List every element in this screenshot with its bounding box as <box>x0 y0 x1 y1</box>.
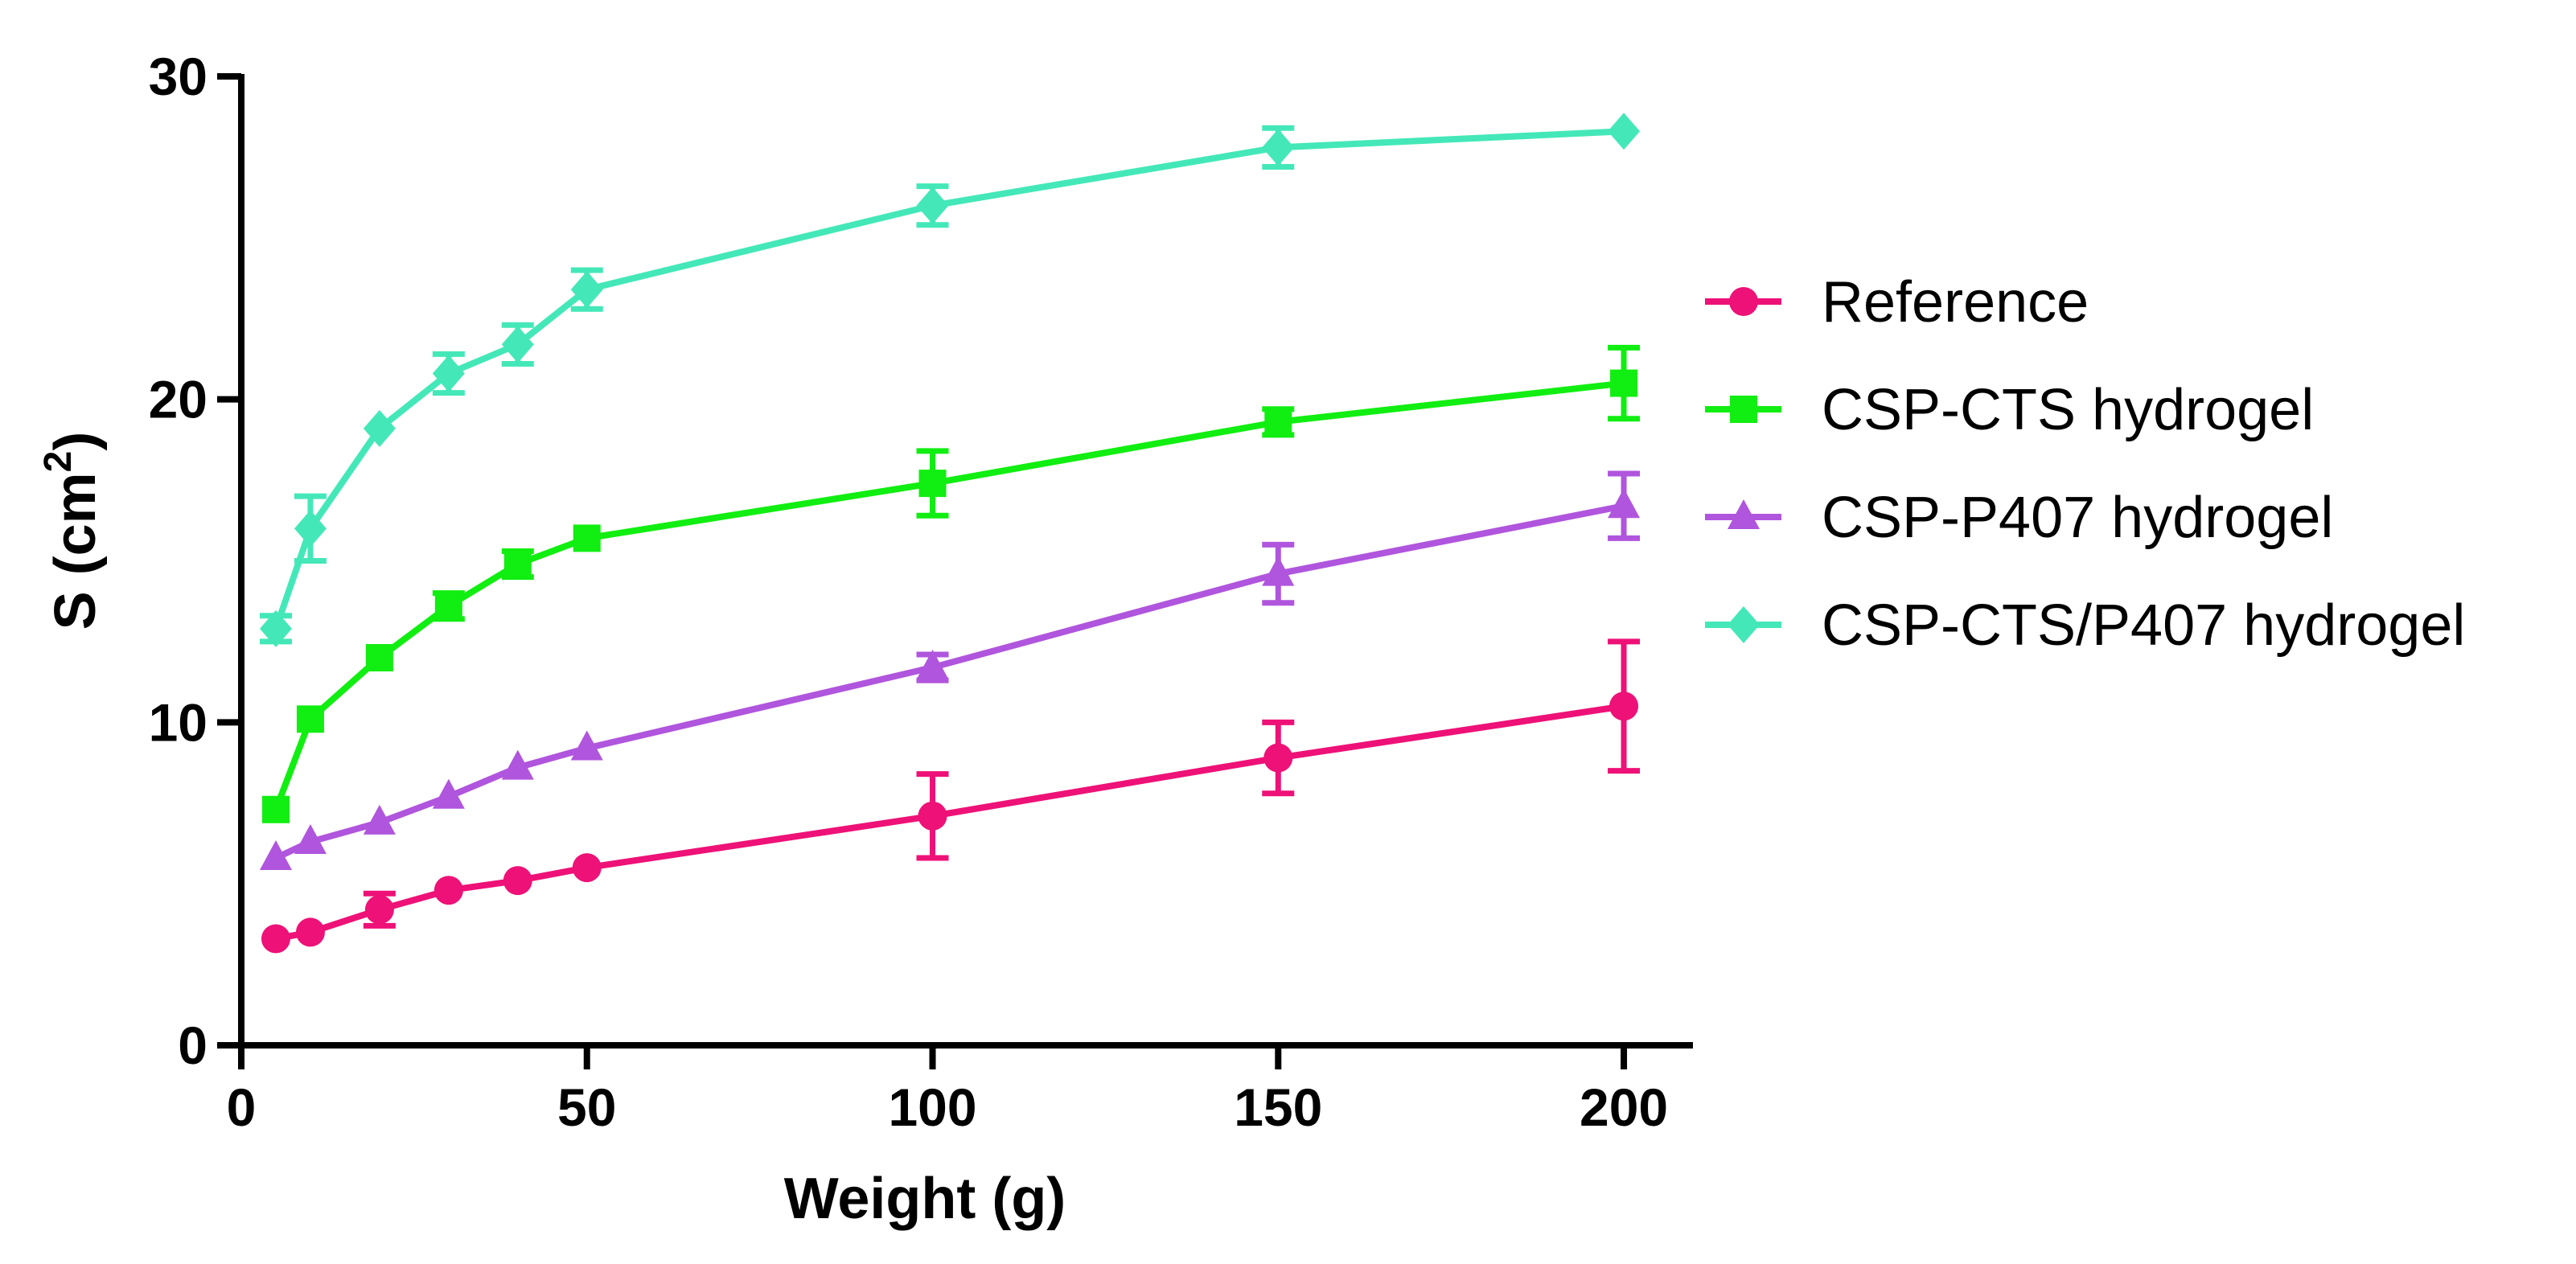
data-point <box>916 187 949 224</box>
data-point <box>573 524 601 552</box>
x-tick-label: 200 <box>1580 1077 1668 1137</box>
series-2 <box>259 470 1641 871</box>
y-axis-title-main: S (cm <box>43 472 108 630</box>
legend-swatch-marker <box>1728 499 1760 529</box>
legend-swatch-marker <box>1730 396 1757 423</box>
data-point <box>1262 556 1295 586</box>
data-point <box>434 592 462 620</box>
y-tick-label: 20 <box>149 370 207 429</box>
legend-label: CSP-CTS/P407 hydrogel <box>1822 593 2465 658</box>
data-point <box>1263 743 1293 773</box>
data-point <box>501 749 534 780</box>
legend-label: CSP-CTS hydrogel <box>1822 378 2314 442</box>
y-axis-title-close: ) <box>43 432 108 451</box>
data-point <box>363 804 396 835</box>
legend-item-1: CSP-CTS hydrogel <box>1705 378 2314 442</box>
data-point <box>294 510 327 548</box>
data-point <box>570 271 603 309</box>
legend-item-0: Reference <box>1705 270 2089 334</box>
y-axis-title: S (cm2) <box>37 432 108 630</box>
data-point <box>261 795 290 823</box>
data-point <box>294 823 327 854</box>
data-point <box>503 550 532 578</box>
data-point <box>1609 692 1639 721</box>
x-tick-label: 0 <box>227 1077 257 1137</box>
data-point <box>364 895 394 925</box>
data-point <box>296 705 324 733</box>
legend-label: Reference <box>1822 270 2089 334</box>
data-point <box>1610 369 1638 397</box>
axes-layer: 0 10 20 30 0 50 100 150 200 <box>149 47 1693 1137</box>
data-point <box>259 609 292 647</box>
data-point <box>570 730 603 761</box>
data-point <box>432 355 465 392</box>
legend-label: CSP-P407 hydrogel <box>1822 486 2333 550</box>
legend-swatch-marker <box>1729 287 1758 316</box>
data-point <box>295 917 325 947</box>
data-point <box>572 853 602 883</box>
series-line <box>275 703 1625 942</box>
legend-swatch-marker <box>1728 606 1760 643</box>
series-line <box>273 128 1625 630</box>
x-tick-label: 100 <box>888 1077 976 1137</box>
data-point <box>918 470 947 498</box>
x-tick-label: 50 <box>557 1077 616 1137</box>
data-point <box>916 650 949 680</box>
data-point <box>1264 408 1292 436</box>
data-point <box>1262 129 1295 166</box>
legend-item-3: CSP-CTS/P407 hydrogel <box>1705 593 2465 658</box>
data-point <box>261 924 290 954</box>
data-point <box>363 409 396 447</box>
y-tick-label: 0 <box>178 1016 207 1075</box>
series-3 <box>259 113 1641 647</box>
series-line <box>273 380 1625 811</box>
data-point <box>1608 488 1641 519</box>
data-point <box>503 866 532 896</box>
x-tick-label: 150 <box>1234 1077 1322 1137</box>
x-axis-title: Weight (g) <box>784 1167 1066 1231</box>
data-point <box>432 778 465 809</box>
series-line <box>274 503 1625 861</box>
series-layer <box>259 113 1641 954</box>
data-point <box>1608 113 1641 150</box>
series-0 <box>261 638 1641 954</box>
y-tick-label: 30 <box>149 47 207 106</box>
data-point <box>433 876 463 905</box>
series-1 <box>261 344 1641 823</box>
y-tick-label: 10 <box>149 692 207 752</box>
data-point <box>259 840 292 871</box>
legend-item-2: CSP-P407 hydrogel <box>1705 486 2333 550</box>
data-point <box>365 644 393 671</box>
data-point <box>918 801 947 831</box>
data-point <box>501 326 534 363</box>
y-axis-title-superscript: 2 <box>37 451 80 473</box>
legend-layer: Reference CSP-CTS hydrogel CSP-P407 hydrog… <box>1705 270 2465 658</box>
